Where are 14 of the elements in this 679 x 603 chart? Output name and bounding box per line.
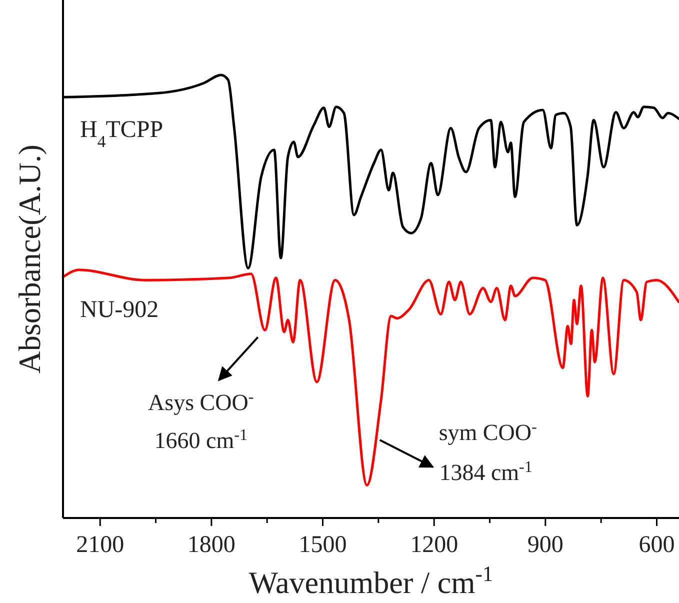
x-tick-label: 600 — [638, 532, 675, 558]
x-tick-label: 900 — [527, 532, 564, 558]
x-axis-title: Wavenumber / cm$^{-1}$ — [248, 562, 494, 600]
y-axis-title: Absorbance(A.U.) — [12, 144, 47, 374]
series-label: H$_{4}$TCPP — [80, 117, 164, 151]
x-tick-label: 1200 — [410, 532, 458, 558]
x-tick-label: 2100 — [76, 532, 124, 558]
annotation: Asys COO$^{-}$ — [148, 388, 254, 416]
series-label: NU-902 — [80, 297, 159, 324]
x-tick-label: 1800 — [187, 532, 236, 558]
annotation: 1660 cm$^{-1}$ — [154, 426, 248, 454]
annotation: sym COO$^{-}$ — [438, 418, 537, 446]
x-tick-label: 1500 — [298, 532, 347, 558]
annotation: 1384 cm$^{-1}$ — [439, 458, 532, 486]
